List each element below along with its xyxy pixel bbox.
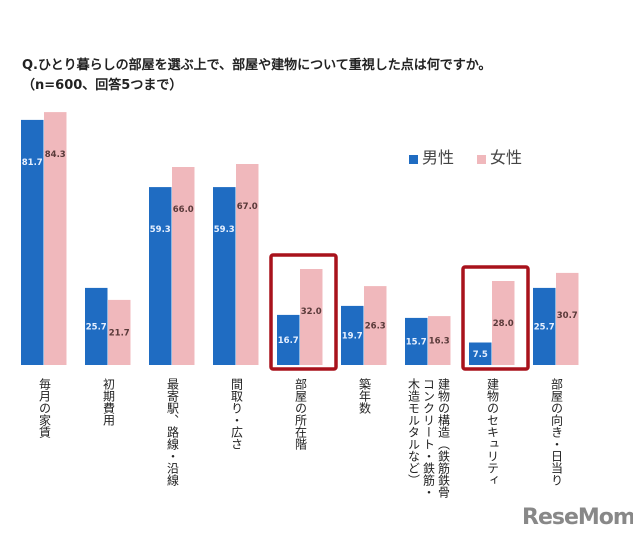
category-label: 建物の構造（鉄筋鉄骨 コンクリート・鉄筋・ 木造モルタルなど） — [406, 378, 451, 498]
data-label: 59.3 — [214, 225, 235, 235]
legend-swatch-female — [477, 154, 486, 164]
category-label: 最寄駅、路線・沿線 — [165, 378, 180, 486]
data-label: 16.7 — [278, 336, 299, 346]
data-label: 21.7 — [109, 328, 130, 338]
data-label: 25.7 — [86, 322, 107, 332]
data-label: 30.7 — [557, 311, 578, 321]
legend-label-male: 男性 — [422, 148, 455, 167]
bar-male — [405, 317, 428, 365]
category-label: 毎月の家賃 — [37, 378, 52, 438]
bar-female — [428, 316, 451, 365]
data-label: 32.0 — [301, 307, 322, 317]
legend-label-female: 女性 — [490, 148, 523, 167]
category-label: 建物のセキュリティ — [485, 378, 500, 486]
bar-female — [300, 269, 323, 365]
bar-male — [213, 187, 236, 365]
category-label: 部屋の向き・日当り — [549, 378, 564, 486]
highlight-box — [269, 253, 338, 371]
bar-female — [172, 167, 195, 365]
data-label: 7.5 — [473, 350, 488, 360]
bar-female — [236, 164, 259, 365]
bar-male — [21, 119, 44, 366]
bar-female — [44, 112, 67, 365]
bar-male — [149, 187, 172, 365]
legend-male: 男性 — [409, 144, 454, 168]
data-label: 16.3 — [429, 337, 450, 347]
data-label: 67.0 — [237, 202, 258, 212]
chart-subtitle: （n=600、回答5つまで） — [22, 78, 183, 93]
bar-female — [556, 272, 579, 365]
bar-female — [364, 286, 387, 365]
bar-female — [492, 281, 515, 365]
highlight-box — [461, 265, 530, 371]
category-label: 初期費用 — [101, 378, 116, 426]
bar-male — [341, 305, 364, 365]
category-label: 間取り・広さ — [229, 378, 244, 450]
data-label: 81.7 — [22, 158, 43, 168]
data-label: 15.7 — [406, 337, 427, 347]
legend-swatch-male — [409, 154, 418, 164]
data-label: 19.7 — [342, 331, 363, 341]
chart-title: Q.ひとり暮らしの部屋を選ぶ上で、部屋や建物について重視した点は何ですか。 — [22, 58, 492, 73]
data-label: 28.0 — [493, 319, 514, 329]
bar-male — [277, 314, 300, 365]
legend-female: 女性 — [477, 144, 522, 168]
category-label: 部屋の所在階 — [293, 378, 308, 450]
bar-male — [85, 287, 108, 365]
resemom-logo: ReseMom — [522, 505, 633, 530]
bar-female — [108, 299, 131, 365]
bar-male — [533, 287, 556, 365]
data-label: 26.3 — [365, 322, 386, 332]
bar-male — [469, 342, 492, 365]
data-label: 59.3 — [150, 225, 171, 235]
data-label: 25.7 — [534, 322, 555, 332]
data-label: 84.3 — [45, 150, 66, 160]
category-label: 築年数 — [357, 378, 372, 414]
data-label: 66.0 — [173, 205, 194, 215]
